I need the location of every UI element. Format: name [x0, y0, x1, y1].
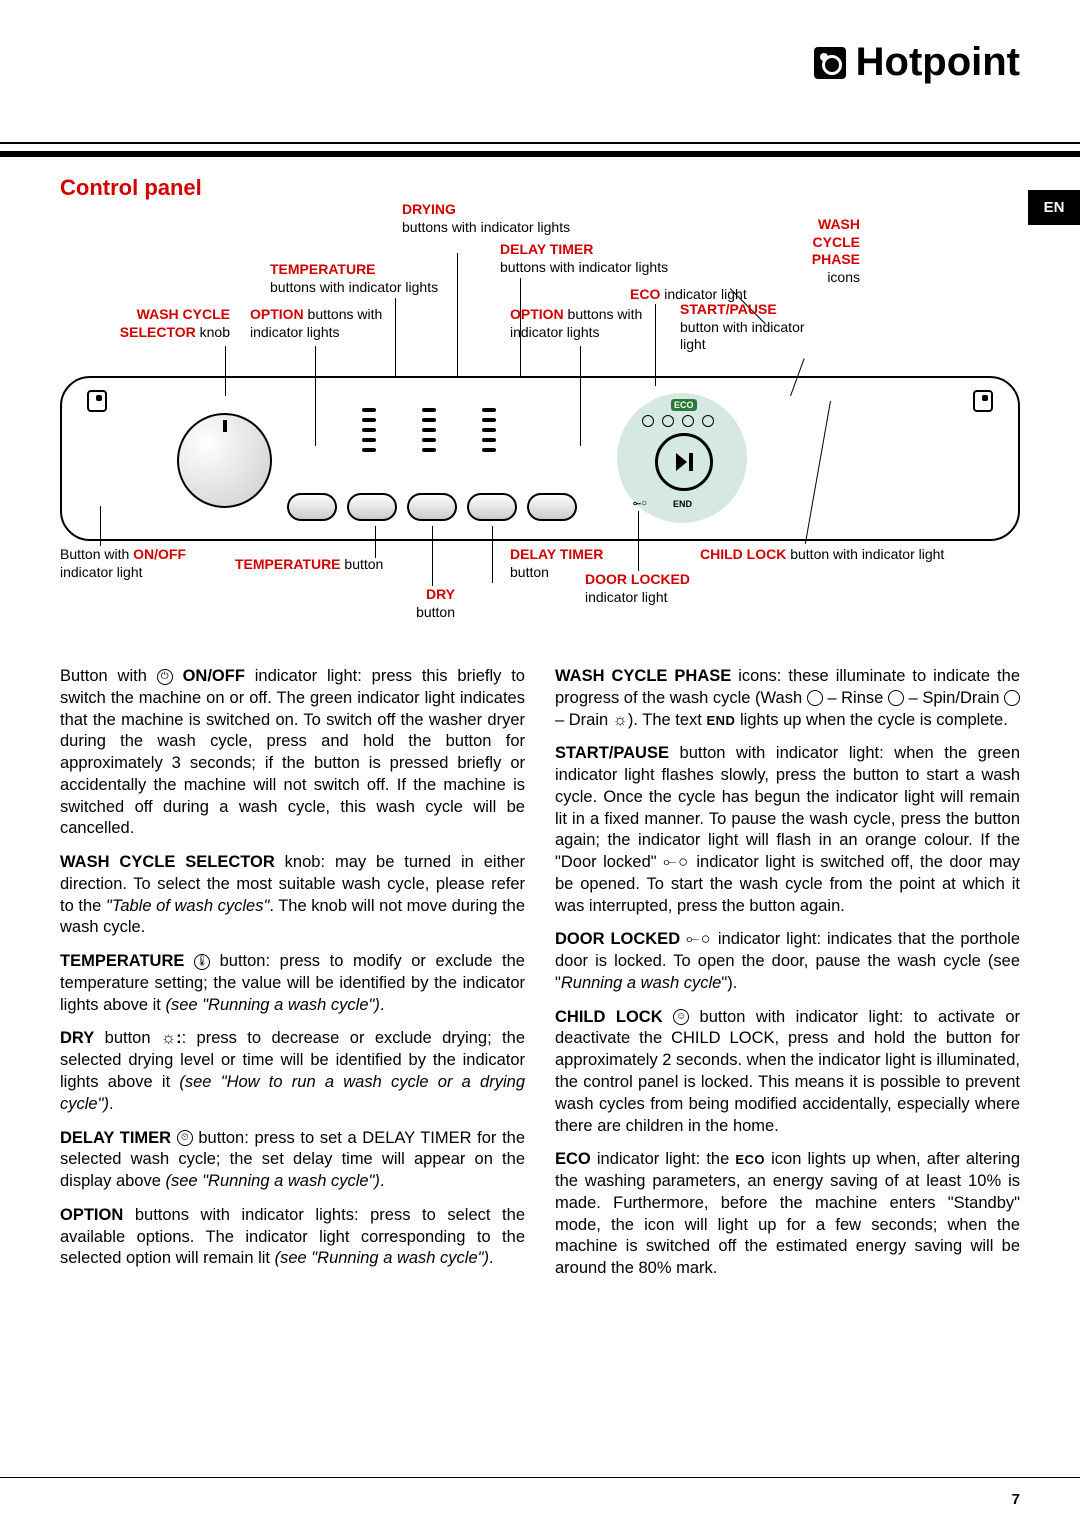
language-tab: EN [1028, 190, 1080, 225]
wash-cycle-selector-knob[interactable] [177, 413, 272, 508]
label-option-left: OPTION buttons with indicator lights [250, 306, 390, 341]
label-wash-cycle-phase: WASH CYCLE PHASE icons [770, 216, 860, 286]
door-lock-inline-icon-2: ⟜○ [686, 930, 712, 948]
para-delay-timer: DELAY TIMER ⏲ button: press to set a DEL… [60, 1128, 525, 1193]
delay-indicators [482, 408, 500, 452]
eco-badge: ECO [671, 399, 697, 411]
control-panel: ECO ⟜○ END [60, 376, 1020, 541]
brand-header: Hotpoint [814, 40, 1020, 85]
wash-phase-icon [807, 690, 823, 706]
control-panel-diagram: DRYING buttons with indicator lights DEL… [60, 201, 1020, 631]
temperature-indicators [362, 408, 380, 452]
label-temperature-top: TEMPERATURE buttons with indicator light… [270, 261, 438, 296]
label-dry-btn: DRYbutton [400, 586, 455, 621]
temperature-button[interactable] [347, 493, 397, 521]
child-lock-button[interactable] [973, 390, 993, 412]
drain-phase-icon: ☼ [613, 711, 628, 729]
child-lock-inline-icon: ☺ [673, 1009, 689, 1025]
label-option-right: OPTION buttons with indicator lights [510, 306, 660, 341]
page-title: Control panel [60, 175, 1020, 201]
para-selector: WASH CYCLE SELECTOR knob: may be turned … [60, 852, 525, 939]
rule-bottom [0, 1477, 1080, 1478]
door-lock-icon: ⟜○ [633, 498, 647, 509]
label-temperature-btn: TEMPERATURE button [235, 556, 383, 574]
option-button-2[interactable] [527, 493, 577, 521]
rinse-icon [662, 415, 674, 427]
para-eco: ECO indicator light: the ECO icon lights… [555, 1149, 1020, 1280]
option-button-1[interactable] [287, 493, 337, 521]
para-dry: DRY button ☼:: press to decrease or excl… [60, 1028, 525, 1115]
label-door-locked: DOOR LOCKEDindicator light [585, 571, 690, 606]
label-child-lock: CHILD LOCK button with indicator light [700, 546, 944, 564]
spin-icon [682, 415, 694, 427]
para-temperature: TEMPERATURE 🌡 button: press to modify or… [60, 951, 525, 1016]
onoff-button[interactable] [87, 390, 107, 412]
label-delay-timer-top: DELAY TIMER buttons with indicator light… [500, 241, 668, 276]
start-pause-icon [671, 449, 697, 475]
para-option: OPTION buttons with indicator lights: pr… [60, 1205, 525, 1270]
label-start-pause: START/PAUSEbutton with indicator light [680, 301, 830, 354]
label-drying: DRYING buttons with indicator lights [402, 201, 570, 236]
power-icon: ⏻ [157, 669, 173, 685]
wash-icon [642, 415, 654, 427]
para-door-locked: DOOR LOCKED ⟜○ indicator light: indicate… [555, 929, 1020, 994]
end-text: END [673, 499, 692, 509]
brand-name: Hotpoint [856, 40, 1020, 85]
page-number: 7 [1012, 1491, 1020, 1508]
dry-indicators [422, 408, 440, 452]
door-lock-inline-icon: ⟜○ [663, 853, 690, 871]
start-pause-button[interactable] [655, 433, 713, 491]
rinse-phase-icon [888, 690, 904, 706]
para-onoff: Button with ⏻ ON/OFF indicator light: pr… [60, 666, 525, 840]
dry-button[interactable] [407, 493, 457, 521]
sun-icon: ☼ [161, 1029, 176, 1047]
rule-inner [0, 151, 1080, 157]
drain-icon [702, 415, 714, 427]
eco-start-area: ECO ⟜○ END [617, 393, 747, 523]
page-content: Control panel DRYING buttons with indica… [60, 175, 1020, 1287]
brand-icon [814, 47, 846, 79]
label-onoff: Button with ON/OFFindicator light [60, 546, 240, 581]
label-wash-cycle-selector: WASH CYCLE SELECTOR knob [90, 306, 230, 341]
para-phase-icons: WASH CYCLE PHASE icons: these illuminate… [555, 666, 1020, 731]
description-text: Button with ⏻ ON/OFF indicator light: pr… [60, 666, 1020, 1287]
rule-top [0, 142, 1080, 144]
spin-phase-icon [1004, 690, 1020, 706]
thermometer-icon: 🌡 [194, 954, 210, 970]
para-child-lock: CHILD LOCK ☺ button with indicator light… [555, 1007, 1020, 1138]
wash-phase-icons [642, 415, 714, 427]
para-start-pause: START/PAUSE button with indicator light:… [555, 743, 1020, 917]
delay-timer-button[interactable] [467, 493, 517, 521]
clock-icon: ⏲ [177, 1130, 193, 1146]
